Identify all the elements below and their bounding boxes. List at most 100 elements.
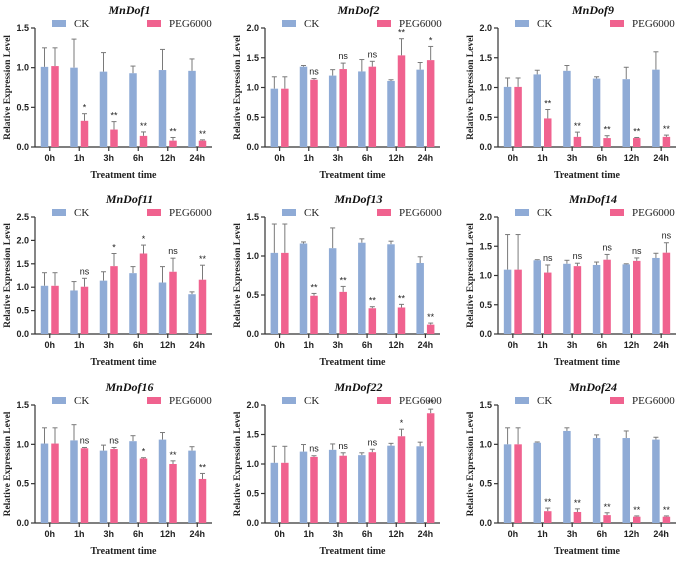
x-tick-label: 24h <box>653 153 669 163</box>
bar-peg6000-0h <box>281 252 289 334</box>
bar-ck-24h <box>416 263 424 334</box>
bar-ck-3h <box>328 75 337 147</box>
bar-ck-0h <box>40 443 49 523</box>
legend-label-ck: CK <box>304 18 319 30</box>
y-tick-label: 0.5 <box>246 290 259 300</box>
bar-ck-24h <box>652 439 660 523</box>
bar-ck-1h <box>70 67 78 147</box>
bar-ck-1h <box>533 74 541 147</box>
significance-label: ** <box>110 111 118 121</box>
x-tick-label: 0h <box>508 153 519 163</box>
bar-peg6000-1h <box>80 448 89 523</box>
legend-swatch-peg6000 <box>610 20 624 27</box>
significance-label: ** <box>574 121 582 131</box>
bar-ck-24h <box>652 69 660 147</box>
bar-peg6000-6h <box>603 259 611 334</box>
bar-ck-0h <box>503 86 512 147</box>
x-tick-label: 6h <box>362 529 373 539</box>
x-tick-label: 6h <box>362 153 373 163</box>
bar-peg6000-3h <box>339 455 347 523</box>
bar-ck-3h <box>99 280 108 334</box>
significance-label: ns <box>368 437 378 447</box>
significance-label: * <box>112 243 116 253</box>
y-tick-label: 1.5 <box>246 53 259 63</box>
y-tick-label: 0.0 <box>479 329 492 339</box>
bar-ck-6h <box>592 438 601 523</box>
x-tick-label: 1h <box>537 153 548 163</box>
legend-label-ck: CK <box>537 395 552 407</box>
bar-ck-24h <box>188 70 196 147</box>
legend-swatch-ck <box>52 20 66 27</box>
significance-label: ** <box>544 497 552 507</box>
bar-ck-6h <box>358 71 366 147</box>
legend-swatch-peg6000 <box>147 209 161 216</box>
bar-ck-3h <box>563 70 571 147</box>
bar-peg6000-24h <box>198 140 207 147</box>
bar-peg6000-1h <box>80 286 89 334</box>
x-tick-label: 6h <box>362 340 373 350</box>
legend-swatch-peg6000 <box>610 209 624 216</box>
significance-label: ns <box>662 231 672 241</box>
bar-peg6000-24h <box>426 324 435 334</box>
x-tick-label: 0h <box>274 529 285 539</box>
bar-peg6000-12h <box>633 260 641 334</box>
y-tick-label: 1.5 <box>16 400 29 410</box>
y-tick-label: 1.0 <box>246 459 259 469</box>
bar-peg6000-0h <box>51 443 59 523</box>
legend-swatch-ck <box>52 209 66 216</box>
bar-ck-1h <box>533 260 541 334</box>
significance-label: ** <box>169 450 177 460</box>
y-tick-label: 0.5 <box>16 102 29 112</box>
x-tick-label: 12h <box>388 529 404 539</box>
bar-ck-0h <box>503 444 512 523</box>
x-tick-label: 6h <box>133 340 144 350</box>
bar-peg6000-12h <box>169 140 177 147</box>
y-tick-label: 1.0 <box>479 439 492 449</box>
y-tick-label: 1.0 <box>16 282 29 292</box>
y-tick-label: 0.0 <box>246 142 259 152</box>
bar-ck-6h <box>129 73 137 147</box>
bar-ck-12h <box>622 438 630 523</box>
legend-swatch-ck <box>515 209 529 216</box>
legend-label-ck: CK <box>537 18 552 30</box>
chart-title: MnDof1 <box>107 3 150 17</box>
legend-label-peg6000: PEG6000 <box>632 207 675 219</box>
x-tick-label: 3h <box>333 340 344 350</box>
chart-title: MnDof22 <box>333 380 382 394</box>
bar-ck-6h <box>129 273 137 334</box>
y-axis-label: Relative Expression Level <box>3 411 13 516</box>
bar-ck-12h <box>158 70 167 147</box>
x-tick-label: 0h <box>508 340 519 350</box>
legend-swatch-ck <box>282 209 296 216</box>
legend-swatch-peg6000 <box>147 20 161 27</box>
significance-label: * <box>429 35 433 45</box>
y-tick-label: 1.0 <box>246 83 259 93</box>
x-tick-label: 6h <box>133 529 144 539</box>
bar-ck-0h <box>270 462 279 523</box>
x-tick-label: 24h <box>418 153 434 163</box>
bar-peg6000-6h <box>368 452 377 523</box>
x-tick-label: 24h <box>189 529 205 539</box>
x-tick-label: 0h <box>508 529 519 539</box>
bar-ck-12h <box>622 264 630 334</box>
bar-ck-24h <box>188 450 196 523</box>
bar-peg6000-6h <box>368 66 377 147</box>
bar-peg6000-3h <box>110 129 118 147</box>
bar-ck-1h <box>70 440 78 523</box>
bar-ck-1h <box>70 290 78 334</box>
bar-ck-3h <box>563 430 571 523</box>
chart-title: MnDof11 <box>105 192 153 206</box>
x-tick-label: 3h <box>103 153 114 163</box>
x-tick-label: 1h <box>74 340 85 350</box>
x-tick-label: 1h <box>303 529 314 539</box>
significance-label: ** <box>369 296 377 306</box>
y-tick-label: 0.0 <box>16 329 29 339</box>
y-tick-label: 1.5 <box>479 53 492 63</box>
bar-peg6000-0h <box>51 66 59 147</box>
y-tick-label: 0.5 <box>16 306 29 316</box>
bar-ck-0h <box>503 269 512 334</box>
bar-peg6000-12h <box>633 516 641 523</box>
legend-label-peg6000: PEG6000 <box>632 18 675 30</box>
